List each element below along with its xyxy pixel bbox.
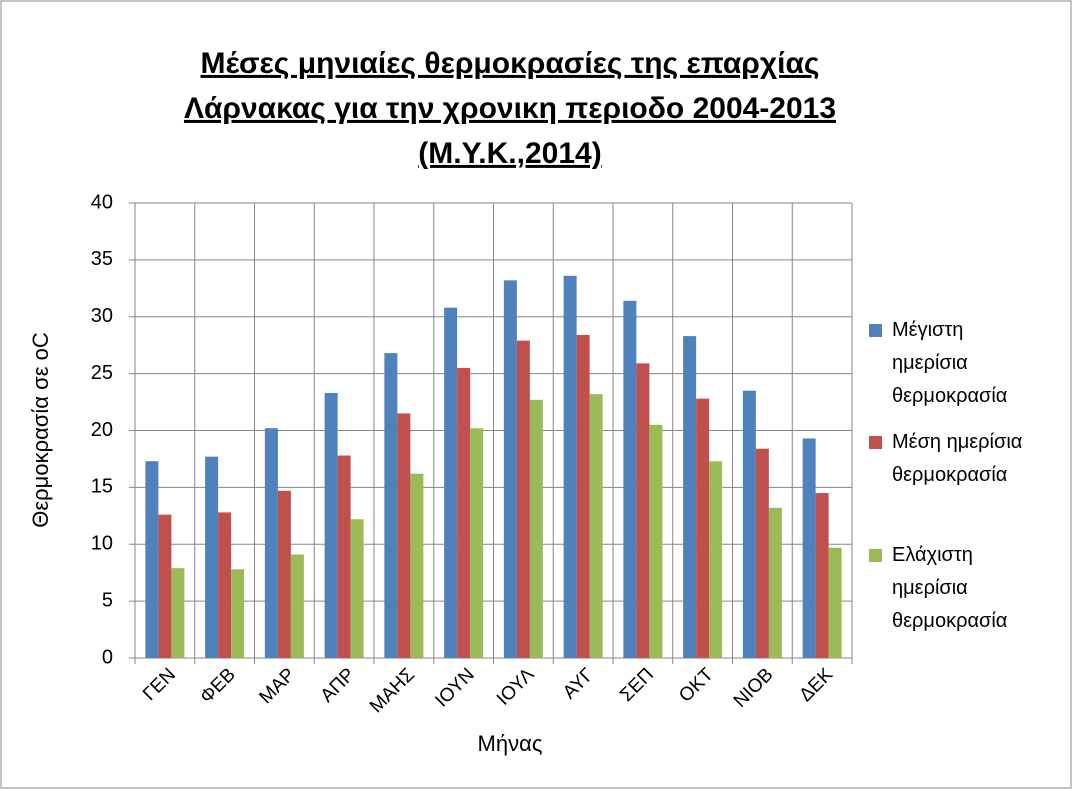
bar	[755, 448, 769, 658]
bar	[828, 547, 842, 658]
y-tick-label: 5	[102, 589, 113, 611]
bar	[709, 461, 723, 658]
legend-swatch	[869, 549, 882, 562]
bar	[397, 413, 411, 658]
chart-title: (Μ.Υ.Κ.,2014)	[418, 137, 601, 170]
bar	[768, 507, 782, 658]
bar	[444, 307, 458, 658]
bar	[158, 514, 172, 658]
bar	[290, 554, 304, 658]
bar	[563, 275, 577, 658]
bar	[623, 300, 637, 658]
bar	[649, 424, 663, 658]
bar	[470, 428, 484, 658]
chart-title: Λάρνακας για την χρονικη περιοδο 2004-20…	[184, 92, 836, 125]
bar	[742, 390, 756, 658]
bar	[324, 392, 338, 658]
bar	[337, 455, 351, 658]
bar	[802, 438, 816, 658]
bar	[145, 461, 159, 658]
bar	[457, 367, 471, 658]
y-tick-label: 40	[91, 191, 113, 213]
bar	[683, 336, 697, 658]
bar	[815, 493, 829, 658]
bar	[696, 398, 710, 658]
bar	[264, 428, 278, 658]
bar	[516, 340, 530, 658]
bar	[636, 363, 650, 658]
legend-swatch	[869, 324, 882, 337]
legend-label: Μέση ημερίσια θερμοκρασία	[892, 431, 1023, 486]
bar	[277, 490, 291, 658]
bar	[205, 456, 219, 658]
bar	[576, 334, 590, 658]
y-tick-label: 30	[91, 305, 113, 327]
bar	[218, 512, 232, 658]
y-tick-label: 20	[91, 419, 113, 441]
y-tick-label: 35	[91, 248, 113, 270]
bar	[384, 353, 398, 658]
x-axis-title: Μήνας	[478, 731, 543, 756]
legend-swatch	[869, 436, 882, 449]
y-tick-label: 10	[91, 533, 113, 555]
bar	[529, 399, 543, 658]
y-tick-label: 25	[91, 362, 113, 384]
legend-label: Ελάχιστη ημερίσια θερμοκρασία	[892, 544, 1008, 632]
bar	[231, 569, 245, 658]
bar	[350, 519, 364, 658]
y-tick-label: 0	[102, 646, 113, 668]
y-tick-label: 15	[91, 476, 113, 498]
y-axis-title: Θερμοκρασία σε oC	[28, 332, 53, 528]
bar	[410, 473, 424, 658]
chart-title: Μέσες μηνιαίες θερμοκρασίες της επαρχίας	[201, 47, 820, 80]
bar	[503, 280, 517, 658]
bar	[589, 394, 603, 658]
legend-label: Μέγιστη ημερίσια θερμοκρασία	[892, 319, 1008, 407]
bar	[171, 568, 185, 658]
